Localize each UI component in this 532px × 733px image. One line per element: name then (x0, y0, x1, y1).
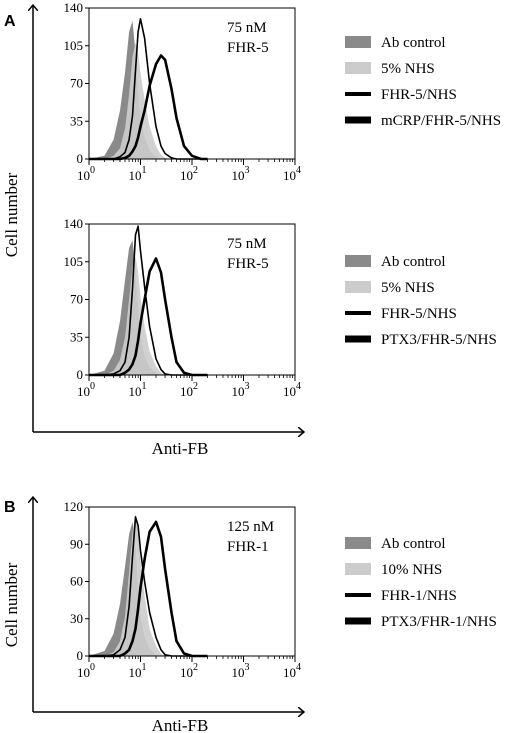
series-10-nhs (89, 513, 208, 656)
series-ab-control (89, 521, 208, 656)
y-tick-label: 70 (70, 76, 83, 91)
y-tick-label: 105 (64, 38, 84, 53)
panel-letter: B (4, 499, 16, 516)
legend-label: 5% NHS (381, 280, 435, 296)
x-tick-label: 104 (283, 165, 301, 183)
x-tick-label: 100 (77, 165, 95, 183)
section-a-xlabel: Anti-FB (152, 439, 209, 458)
legend-swatch (345, 335, 371, 343)
legend-swatch (345, 62, 371, 74)
series-5-nhs (89, 42, 208, 159)
legend-label: PTX3/FHR-1/NHS (381, 614, 497, 630)
legend-swatch (345, 311, 371, 315)
panel-annotation: FHR-5 (227, 256, 269, 272)
y-tick-label: 0 (77, 648, 84, 663)
y-tick-label: 90 (70, 536, 83, 551)
legend-label: FHR-5/NHS (381, 306, 457, 322)
panel-annotation: FHR-5 (227, 40, 269, 56)
y-tick-label: 35 (70, 329, 83, 344)
panel-annotation: FHR-1 (227, 539, 269, 555)
y-tick-label: 35 (70, 113, 83, 128)
x-tick-label: 102 (180, 165, 198, 183)
x-tick-label: 104 (283, 381, 301, 399)
legend-swatch (345, 255, 371, 267)
x-tick-label: 101 (129, 662, 147, 680)
panel-annotation: 125 nM (227, 519, 274, 535)
x-tick-label: 104 (283, 662, 301, 680)
y-tick-label: 0 (77, 151, 84, 166)
x-tick-label: 101 (129, 165, 147, 183)
series-ab-control (89, 240, 208, 375)
x-tick-label: 102 (180, 381, 198, 399)
y-tick-label: 60 (70, 574, 83, 589)
legend-label: PTX3/FHR-5/NHS (381, 332, 497, 348)
legend-label: FHR-5/NHS (381, 87, 457, 103)
legend-label: Ab control (381, 254, 446, 270)
legend-label: Ab control (381, 35, 446, 51)
y-tick-label: 30 (70, 611, 83, 626)
legend-swatch (345, 593, 371, 597)
legend-swatch (345, 563, 371, 575)
legend-swatch (345, 116, 371, 124)
y-tick-label: 140 (64, 216, 84, 231)
y-tick-label: 105 (64, 254, 84, 269)
legend-label: Ab control (381, 536, 446, 552)
y-tick-label: 140 (64, 0, 84, 15)
section-a-ylabel: Cell number (2, 172, 21, 257)
section-b-xlabel: Anti-FB (152, 716, 209, 733)
series-5-nhs (89, 256, 208, 375)
x-tick-label: 103 (232, 165, 250, 183)
legend-label: FHR-1/NHS (381, 588, 457, 604)
series-ab-control (89, 20, 208, 160)
y-tick-label: 120 (64, 499, 84, 514)
x-tick-label: 100 (77, 381, 95, 399)
panel-annotation: 75 nM (227, 236, 267, 252)
panel-letter: A (4, 13, 16, 30)
x-tick-label: 102 (180, 662, 198, 680)
legend-swatch (345, 92, 371, 96)
panel-annotation: 75 nM (227, 20, 267, 36)
legend-label: mCRP/FHR-5/NHS (381, 113, 501, 129)
legend-swatch (345, 281, 371, 293)
series-ptx3-fhr-1-nhs (89, 520, 208, 658)
x-tick-label: 101 (129, 381, 147, 399)
series-ptx3-fhr-5-nhs (89, 257, 208, 377)
legend-label: 5% NHS (381, 61, 435, 77)
x-tick-label: 103 (232, 662, 250, 680)
y-tick-label: 0 (77, 367, 84, 382)
legend-label: 10% NHS (381, 562, 442, 578)
legend-swatch (345, 617, 371, 625)
y-tick-label: 70 (70, 292, 83, 307)
legend-swatch (345, 537, 371, 549)
legend-swatch (345, 36, 371, 48)
section-b-ylabel: Cell number (2, 562, 21, 647)
x-tick-label: 103 (232, 381, 250, 399)
x-tick-label: 100 (77, 662, 95, 680)
